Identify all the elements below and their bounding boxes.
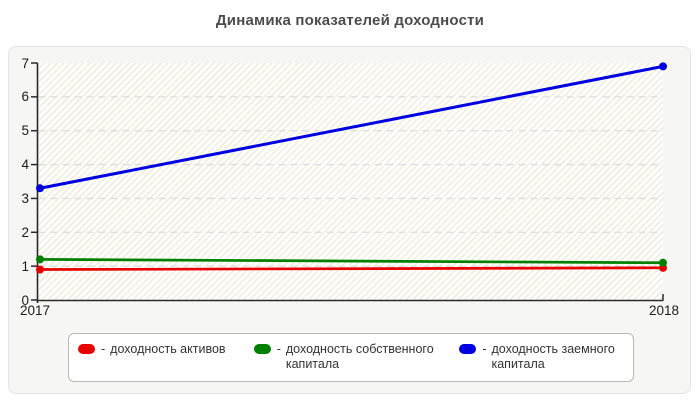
y-axis-tick-label: 4 [21,157,29,173]
x-axis-label: 2018 [648,303,680,318]
legend-swatch [78,344,95,354]
y-axis-tick-label: 2 [21,224,29,240]
y-axis-tick-label: 1 [21,258,29,274]
legend-separator: - [482,342,487,356]
legend-item: - доходность заемного капитала [459,342,633,371]
legend-label: доходность заемного капитала [491,342,615,371]
legend-label: доходность активов [110,342,226,356]
plot-area [38,63,663,300]
legend-item: - доходность активов [78,342,254,357]
y-axis-tick-label: 0 [21,292,29,308]
legend-label: доходность собственного капитала [285,342,434,371]
y-axis-tick-label: 6 [21,89,29,105]
y-axis-tick-label: 3 [21,190,29,206]
legend-separator: - [101,342,106,356]
y-axis-tick-label: 5 [21,123,29,139]
chart-title: Динамика показателей доходности [215,12,485,29]
legend-separator: - [276,342,281,356]
legend-box: - доходность активов - доходность собственн… [68,333,634,382]
x-axis-label: 2017 [19,303,51,318]
legend-swatch [459,344,477,354]
legend-swatch [253,344,271,354]
legend-item: - доходность собственного капитала [253,342,460,371]
y-axis-tick-label: 7 [21,55,29,71]
